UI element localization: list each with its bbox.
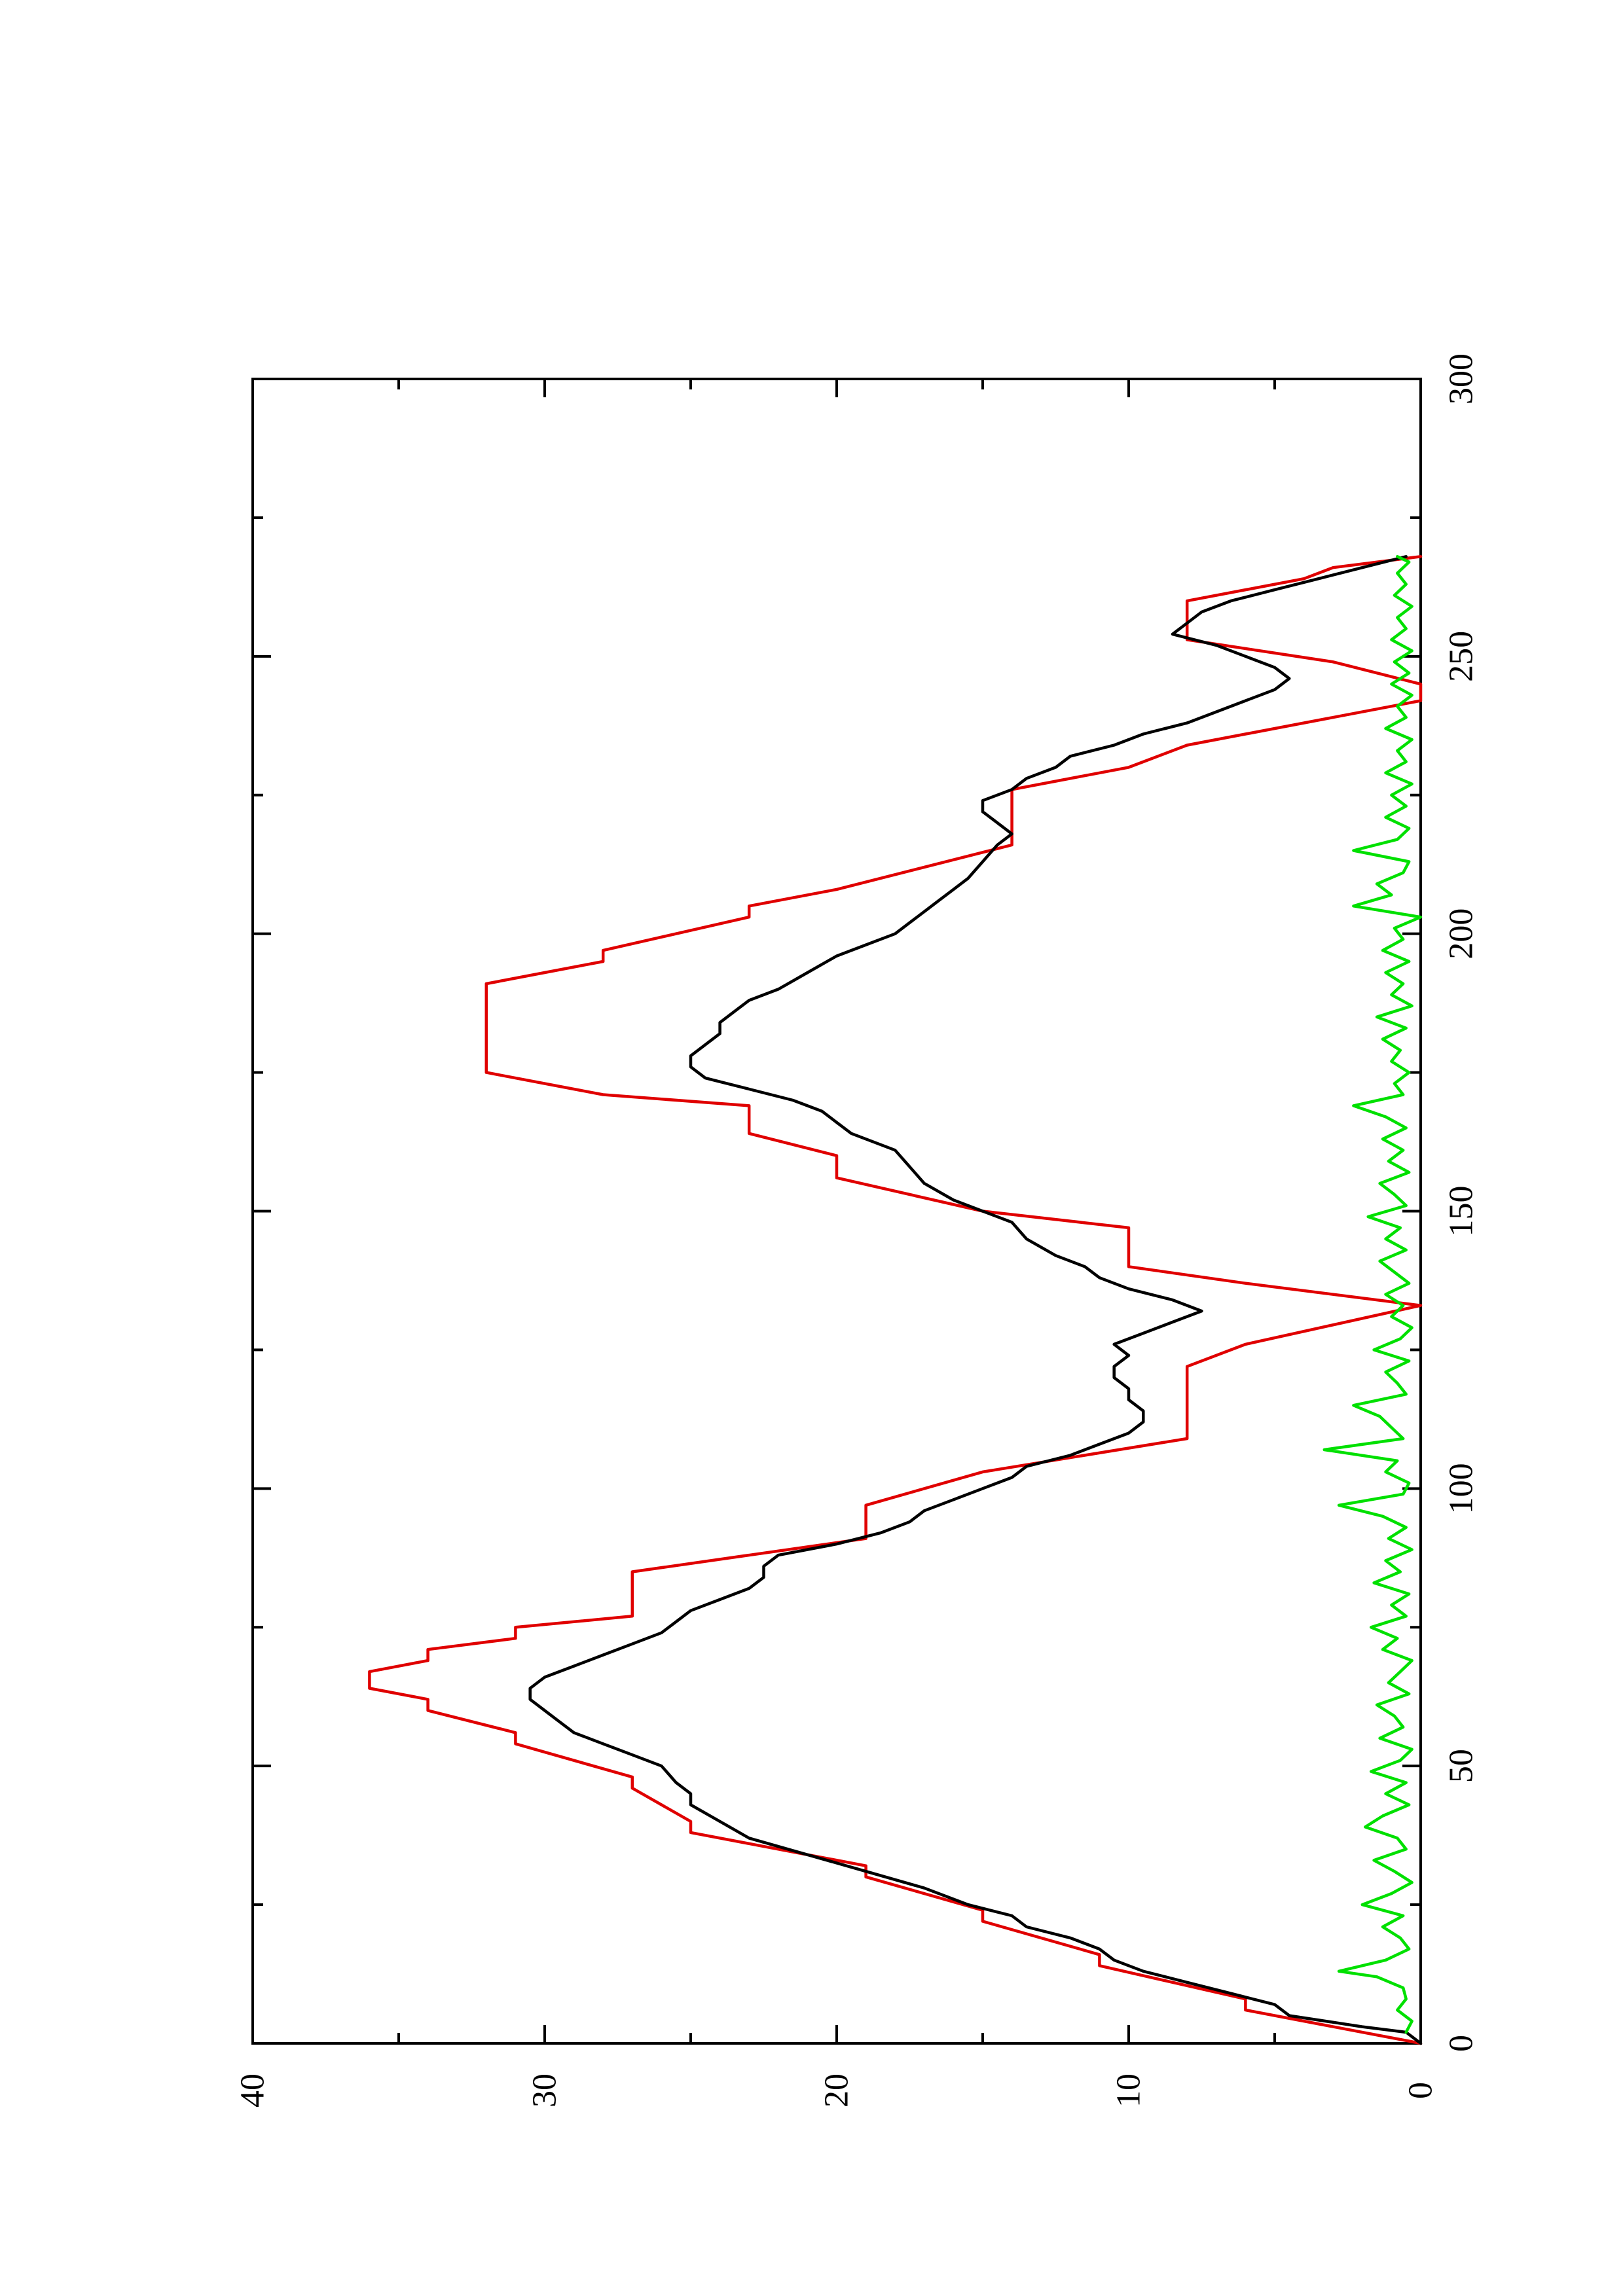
series-line-2 — [528, 555, 1423, 2045]
x-tick-label: 0 — [1443, 2035, 1480, 2052]
y-tick-label: 30 — [526, 2073, 564, 2108]
plot-frame — [251, 378, 1422, 2045]
y-tick-label: 0 — [1402, 2082, 1440, 2099]
series-layer — [368, 555, 1423, 2045]
x-tick-label: 200 — [1443, 908, 1480, 960]
series-line-3 — [1322, 555, 1423, 2034]
x-tick-label: 250 — [1443, 631, 1480, 682]
y-tick-label: 40 — [234, 2073, 272, 2108]
x-tick-label: 100 — [1443, 1463, 1480, 1514]
x-tick-label: 150 — [1443, 1186, 1480, 1237]
series-line-1 — [368, 555, 1423, 2045]
y-tick-label: 10 — [1110, 2073, 1148, 2108]
tick-labels: 0 50 100 150 200 250 300 0 10 20 30 40 — [234, 353, 1480, 2108]
y-tick-label: 20 — [818, 2073, 856, 2108]
ticks — [251, 378, 1422, 2045]
x-tick-label: 300 — [1443, 353, 1480, 404]
x-tick-label: 50 — [1443, 1749, 1480, 1783]
